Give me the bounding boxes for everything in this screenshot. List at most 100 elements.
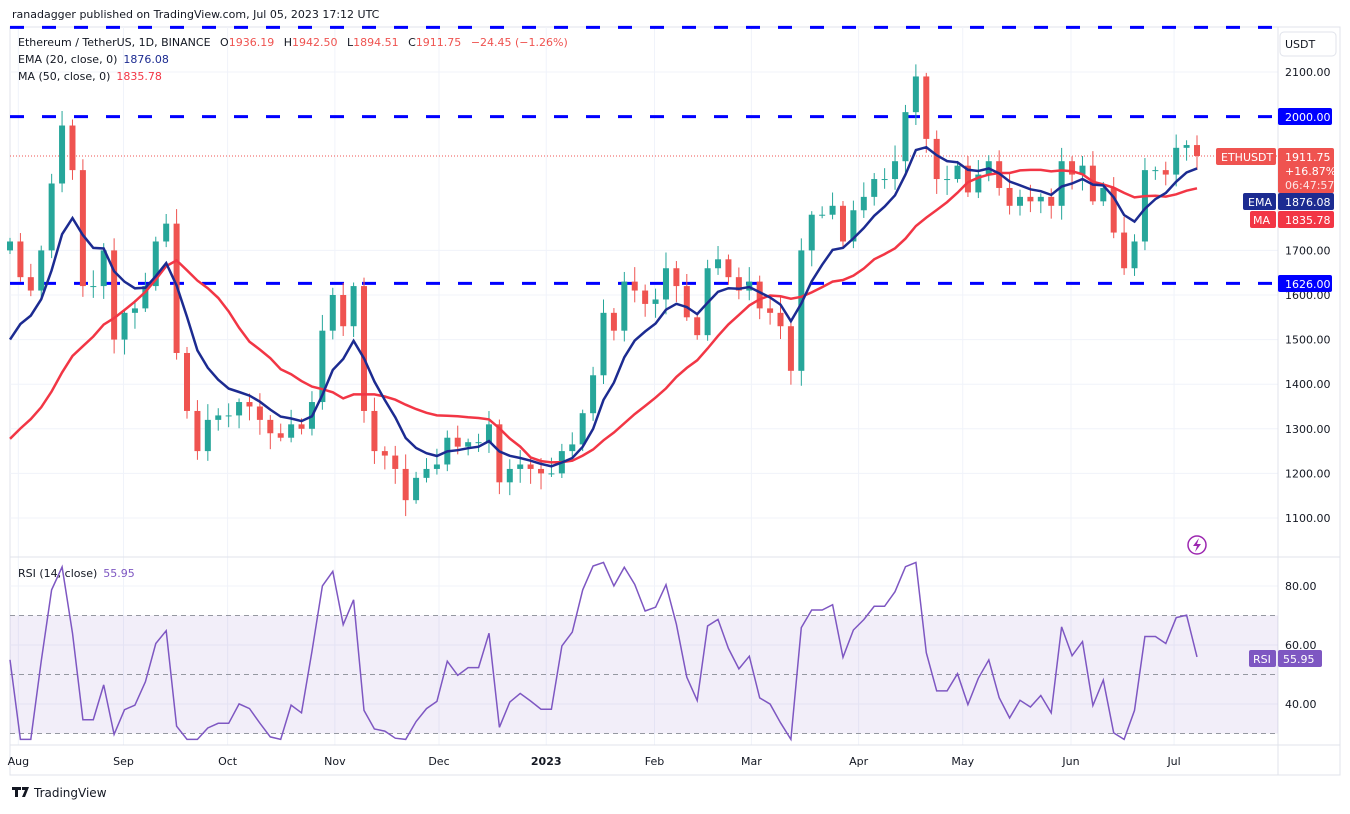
candle-body — [829, 205, 836, 215]
candle-body — [756, 281, 763, 309]
candle — [881, 168, 888, 189]
rsi-tag — [1249, 650, 1276, 667]
change-value: −24.45 (−1.26%) — [471, 36, 568, 49]
candle-body — [579, 413, 586, 445]
candle — [17, 233, 24, 282]
candle-body — [1141, 170, 1148, 242]
candle — [954, 160, 961, 183]
candle — [860, 182, 867, 218]
candle — [69, 119, 76, 180]
candle — [402, 454, 409, 517]
candle-body — [1162, 170, 1169, 175]
candle — [642, 284, 649, 317]
candle-body — [538, 468, 545, 474]
ma-legend-value: 1835.78 — [116, 70, 162, 83]
candle-body — [27, 277, 34, 291]
candle-body — [517, 464, 524, 469]
candle-body — [923, 76, 930, 139]
candle-body — [340, 295, 347, 327]
candle — [517, 449, 524, 483]
candle-body — [600, 312, 607, 376]
horizontal-levels[interactable] — [10, 25, 1278, 285]
rsi-legend-label: RSI (14, close) — [18, 567, 97, 580]
candle — [944, 165, 951, 195]
candle-body — [590, 375, 597, 414]
candle — [725, 254, 732, 285]
rsi-tick-label: 60.00 — [1285, 639, 1317, 652]
candle — [111, 238, 118, 354]
candle — [236, 398, 243, 429]
candle — [423, 458, 430, 483]
candle — [329, 287, 336, 340]
candle-body — [288, 424, 295, 438]
ema-legend-label: EMA (20, close, 0) — [18, 53, 117, 66]
candle — [1058, 147, 1065, 220]
time-tick-label: 2023 — [531, 755, 562, 768]
candle-body — [1069, 161, 1076, 175]
symbol-tag — [1216, 148, 1276, 165]
time-tick-label: Jul — [1166, 755, 1180, 768]
price-tick-label: 1100.00 — [1285, 512, 1331, 525]
candle-body — [621, 281, 628, 331]
candle — [756, 275, 763, 320]
rsi-tick-label: 40.00 — [1285, 698, 1317, 711]
candle-body — [100, 250, 107, 287]
candle — [1121, 216, 1128, 275]
candle-body — [225, 415, 232, 417]
candle — [735, 267, 742, 300]
candle-body — [163, 223, 170, 242]
lightning-icon[interactable] — [1187, 535, 1207, 555]
candle — [819, 206, 826, 219]
candle-body — [954, 165, 961, 180]
candle — [1016, 189, 1023, 216]
currency-button[interactable] — [1279, 31, 1337, 57]
candle-body — [975, 174, 982, 193]
ohlc-legend[interactable]: Ethereum / TetherUS, 1D, BINANCE O1936.1… — [18, 36, 568, 49]
ema-price-label: 1876.08 — [1285, 196, 1331, 209]
candle-body — [964, 165, 971, 193]
candle — [267, 415, 274, 450]
candle — [184, 346, 191, 419]
candle — [652, 288, 659, 318]
last-price-label: 1911.75 — [1285, 151, 1331, 164]
candle — [892, 145, 899, 190]
candle — [121, 309, 128, 355]
rsi-legend[interactable]: RSI (14, close) 55.95 — [18, 567, 135, 580]
candle-body — [236, 402, 243, 416]
candle-body — [892, 161, 899, 180]
candle-body — [808, 214, 815, 251]
ema-legend[interactable]: EMA (20, close, 0) 1876.08 — [18, 53, 169, 66]
time-tick-label: May — [951, 755, 974, 768]
high-value: 1942.50 — [292, 36, 338, 49]
candle — [590, 366, 597, 421]
candle — [152, 236, 159, 291]
candle-body — [787, 326, 794, 371]
candle — [90, 270, 97, 298]
candle — [850, 200, 857, 249]
ma-legend[interactable]: MA (50, close, 0) 1835.78 — [18, 70, 162, 83]
candle — [413, 471, 420, 504]
candle — [475, 433, 482, 452]
candle — [1131, 234, 1138, 276]
candle — [912, 64, 919, 125]
rsi-line — [9, 561, 1198, 742]
price-tick-label: 1700.00 — [1285, 244, 1331, 257]
candle — [361, 277, 368, 423]
candle-body — [881, 179, 888, 181]
candle-body — [17, 241, 24, 278]
candle — [964, 156, 971, 198]
candle-body — [277, 433, 284, 438]
candle-body — [496, 424, 503, 483]
candle — [683, 273, 690, 321]
candle — [1037, 193, 1044, 214]
time-axis-ticks: Aug Sep Oct Nov Dec 2023 Feb Mar Apr May Jun Jul — [8, 755, 1181, 768]
level-1626-label: 1626.00 — [1285, 278, 1331, 291]
candle — [1152, 166, 1159, 180]
candle-body — [1194, 145, 1200, 156]
candle-body — [1048, 196, 1055, 206]
last-change-label: +16.87% — [1285, 165, 1336, 178]
ema-tag — [1243, 193, 1276, 210]
candle-body — [1100, 187, 1107, 202]
candle-body — [1110, 187, 1117, 233]
